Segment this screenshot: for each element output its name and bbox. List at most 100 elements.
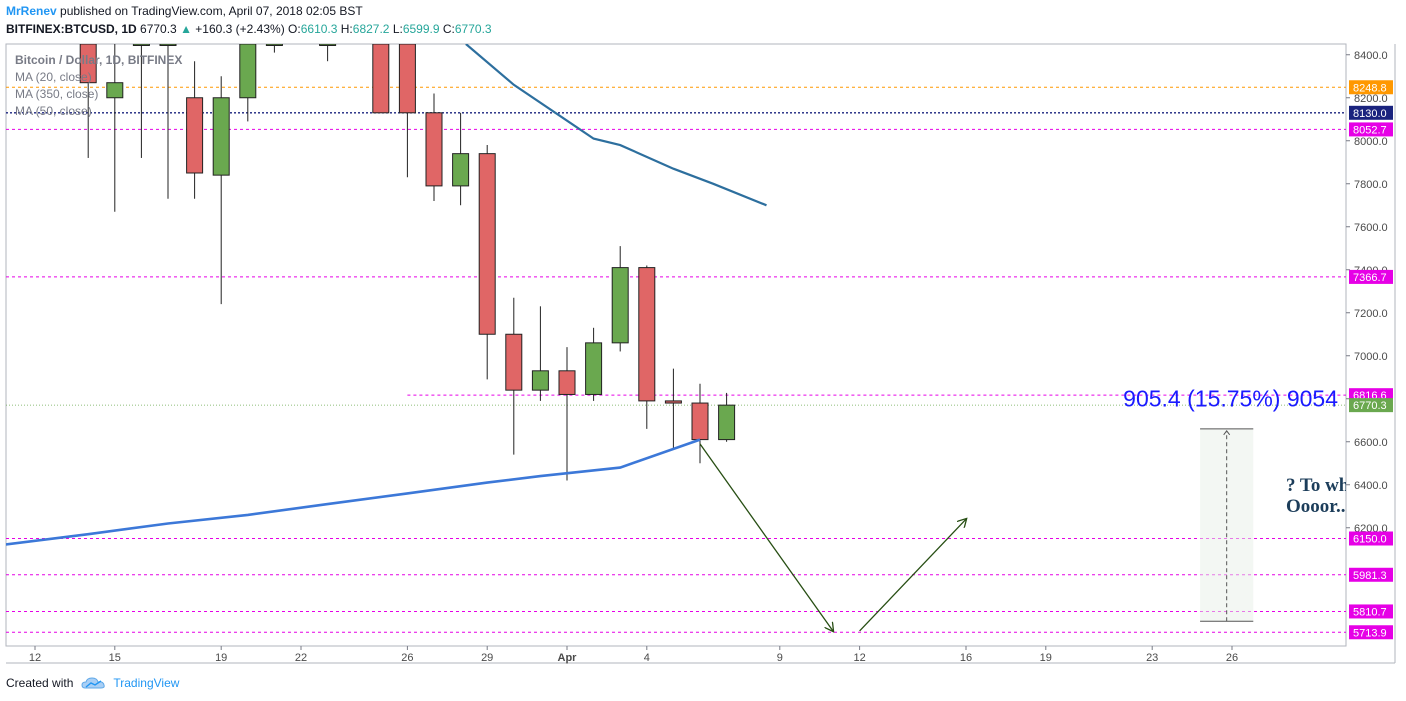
level-price-label: 8052.7 [1353, 124, 1387, 136]
level-price-label: 7366.7 [1353, 272, 1387, 284]
candle-down [79, 44, 97, 84]
up-arrow-icon: ▲ [180, 22, 192, 36]
tradingview-link[interactable]: TradingView [113, 676, 180, 690]
y-tick-label: 7000.0 [1354, 351, 1388, 363]
measure-box [1200, 428, 1254, 622]
candle-up [611, 267, 629, 344]
author-link[interactable]: MrRenev [6, 4, 57, 18]
projection-arrow [859, 519, 966, 632]
candle-up [452, 153, 470, 187]
level-price-tag [1349, 604, 1393, 619]
annotation-text: ? To wh [1286, 475, 1350, 496]
x-tick-label: 26 [401, 652, 413, 664]
candle-down [664, 400, 682, 404]
x-tick-label: 16 [960, 652, 972, 664]
candle-down [558, 370, 576, 395]
close-value: 6770.3 [454, 22, 492, 36]
level-price-label: 6150.0 [1353, 534, 1387, 546]
chart-header: MrRenev published on TradingView.com, Ap… [0, 0, 1406, 44]
low-value: 6599.9 [402, 22, 440, 36]
candle-down [505, 333, 523, 391]
symbol-name: BITFINEX:BTCUSD, 1D [6, 22, 137, 36]
low-label: L: [392, 22, 403, 36]
level-price-tag [1349, 531, 1393, 546]
x-tick-label: 19 [1040, 652, 1052, 664]
projection-arrow [699, 443, 833, 631]
candle-down [372, 44, 390, 114]
y-tick-label: 8000.0 [1354, 136, 1388, 148]
candle-up [106, 82, 124, 99]
level-price-label: 8130.0 [1353, 108, 1387, 120]
high-value: 6827.2 [352, 22, 390, 36]
close-label: C: [442, 22, 455, 36]
x-tick-label: 19 [215, 652, 227, 664]
ma50-line [465, 44, 767, 207]
candle-down [638, 267, 656, 402]
candle-down [186, 97, 204, 174]
candle-up [718, 404, 736, 441]
level-price-label: 5810.7 [1353, 606, 1387, 618]
y-tick-label: 8200.0 [1354, 93, 1388, 105]
plot-frame [5, 43, 1347, 647]
candle-up [531, 370, 549, 391]
level-price-tag [1349, 269, 1393, 284]
candle-down [398, 44, 416, 114]
y-tick-label: 7800.0 [1354, 179, 1388, 191]
last-price: 6770.3 [140, 22, 177, 36]
footer: Created with TradingView [6, 676, 179, 690]
measure-label: 905.4 (15.75%) 9054 [1123, 386, 1338, 412]
candle-up [212, 97, 230, 176]
legend-item: MA (20, close) [15, 70, 92, 84]
publish-text: published on TradingView.com, April 07, … [60, 4, 363, 18]
candle-down [425, 112, 443, 187]
candle-down [691, 402, 709, 441]
y-tick-label: 6600.0 [1354, 437, 1388, 449]
y-tick-label: 6400.0 [1354, 480, 1388, 492]
x-tick-label: 26 [1226, 652, 1238, 664]
y-tick-label: 7200.0 [1354, 308, 1388, 320]
publish-info: MrRenev published on TradingView.com, Ap… [6, 4, 363, 18]
level-price-label: 5981.3 [1353, 570, 1387, 582]
candle-up [265, 44, 283, 46]
x-tick-label: 23 [1146, 652, 1158, 664]
candle-down [478, 153, 496, 335]
x-tick-label: 22 [295, 652, 307, 664]
candle-up [132, 44, 150, 46]
legend-title: Bitcoin / Dollar, 1D, BITFINEX [15, 53, 182, 67]
created-with-text: Created with [6, 676, 74, 690]
x-tick-label: Apr [558, 652, 578, 664]
level-price-tag [1349, 625, 1393, 640]
open-value: 6610.3 [300, 22, 338, 36]
level-price-tag [1349, 105, 1393, 120]
measure-arrow-icon [1223, 430, 1231, 436]
current-price-label: 6770.3 [1353, 400, 1387, 412]
open-label: O: [288, 22, 301, 36]
candle-up [159, 44, 177, 46]
x-tick-label: 29 [481, 652, 493, 664]
x-tick-label: 9 [777, 652, 783, 664]
legend-item: MA (350, close) [15, 87, 98, 101]
candle-up [319, 44, 337, 46]
symbol-info: BITFINEX:BTCUSD, 1D 6770.3 ▲ +160.3 (+2.… [6, 22, 492, 36]
annotation-text: Oooor.. [1286, 496, 1345, 517]
ma350-line [6, 438, 701, 546]
legend-item: MA (50, close) [15, 104, 92, 118]
high-label: H: [340, 22, 353, 36]
level-price-tag [1349, 80, 1393, 95]
y-tick-label: 7600.0 [1354, 222, 1388, 234]
x-tick-label: 15 [109, 652, 121, 664]
tradingview-cloud-icon [81, 677, 106, 689]
current-price-tag [1349, 398, 1393, 413]
level-price-label: 8248.8 [1353, 82, 1387, 94]
candle-up [585, 342, 603, 395]
price-change: +160.3 (+2.43%) [195, 22, 285, 36]
y-tick-label: 8400.0 [1354, 50, 1388, 62]
x-tick-label: 12 [853, 652, 865, 664]
level-price-tag [1349, 122, 1393, 137]
level-price-label: 5713.9 [1353, 627, 1387, 639]
candle-up [239, 44, 257, 99]
x-tick-label: 4 [644, 652, 650, 664]
x-tick-label: 12 [29, 652, 41, 664]
